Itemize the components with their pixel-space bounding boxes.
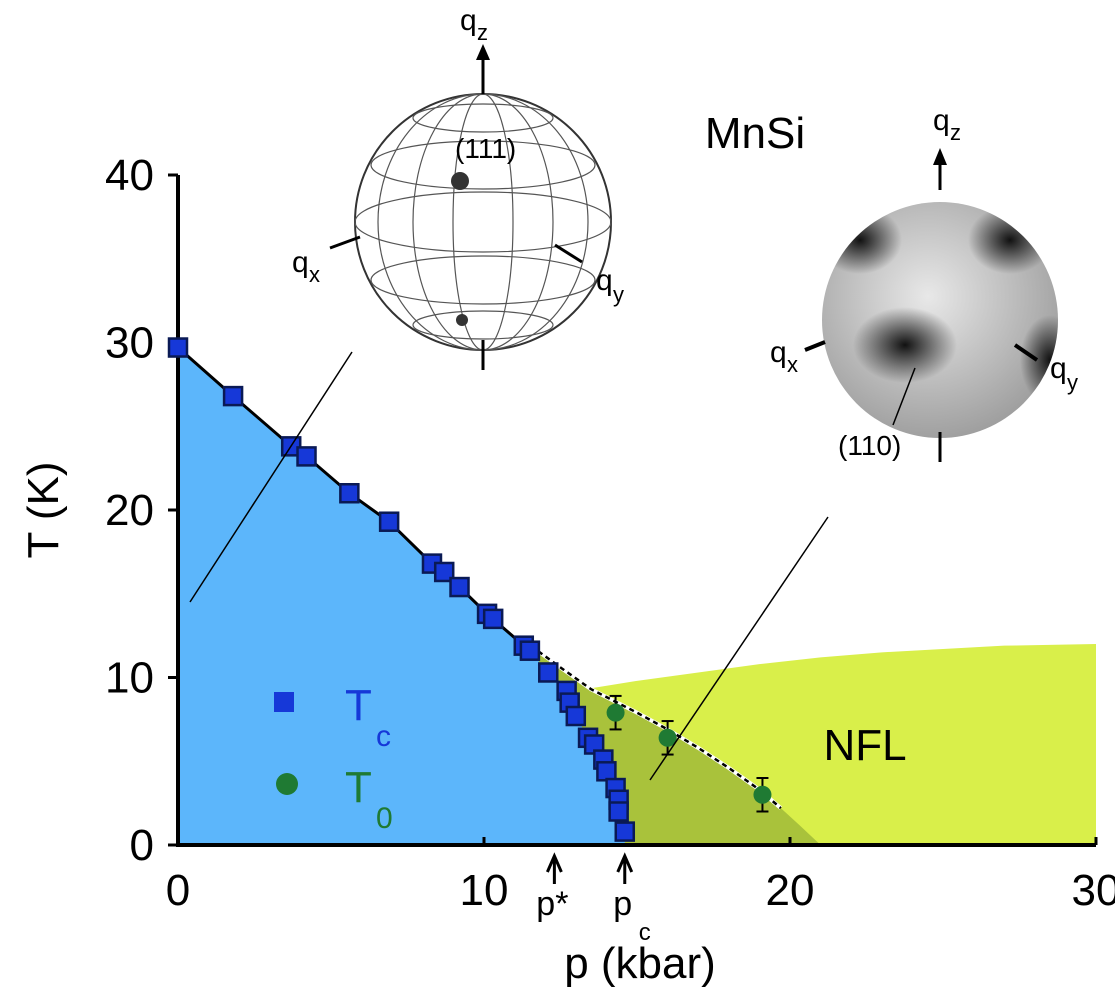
data-point [567,707,585,725]
y-tick-label: 10 [105,654,154,703]
region-area [178,348,625,845]
data-point [169,339,187,357]
pressure-label: p* [536,885,568,923]
data-point [484,610,502,628]
x-tick-label: 0 [166,866,190,915]
inset-sphere-shaded [805,148,1080,462]
axis-q: q [460,4,477,37]
legend-label-sub: c [376,720,391,753]
pressure-label: p [613,885,632,923]
axis-q: q [933,104,950,137]
x-tick-label: 20 [766,866,815,915]
y-tick-label: 40 [105,151,154,200]
pressure-arrow [547,856,561,884]
data-point [539,663,557,681]
data-point [380,513,398,531]
legend-marker [274,692,294,712]
y-tick-label: 20 [105,486,154,535]
data-point [451,578,469,596]
axis-q: q [292,246,309,279]
data-point [610,803,628,821]
axis-q: q [1050,352,1067,385]
material-label: MnSi [705,109,805,158]
data-point [607,704,625,722]
data-point [298,447,316,465]
data-point [224,387,242,405]
y-axis-label: T (K) [19,462,68,559]
y-tick-label: 30 [105,319,154,368]
axis-q-sub: z [477,20,488,45]
legend-marker [276,773,298,795]
axis-q-sub: y [1067,370,1078,395]
axis-q-sub: x [309,262,320,287]
legend-label-sub: 0 [376,802,393,835]
x-tick-label: 10 [460,866,509,915]
y-tick-label: 0 [130,821,154,870]
data-point [340,484,358,502]
point-label: (110) [838,430,901,461]
axis-q: q [770,336,787,369]
x-axis-label: p (kbar) [564,939,716,988]
legend-label: T [345,763,372,812]
chart: NFL0102030400102030TcT0p*pc MnSi (111) (… [0,0,1115,997]
point-label: (111) [455,133,516,164]
page: NFL0102030400102030TcT0p*pc MnSi (111) (… [0,0,1115,997]
data-point [616,823,634,841]
legend-label: T [345,681,372,730]
x-tick-label: 30 [1072,866,1115,915]
inset-sphere-wireframe [330,44,611,370]
axis-q-sub: z [950,120,961,145]
pressure-arrow [618,856,632,884]
axis-q-sub: y [613,282,624,307]
data-point [521,642,539,660]
data-point [597,762,615,780]
data-point [753,786,771,804]
axis-q: q [596,264,613,297]
axis-q-sub: x [787,352,798,377]
region-label: NFL [823,721,906,770]
